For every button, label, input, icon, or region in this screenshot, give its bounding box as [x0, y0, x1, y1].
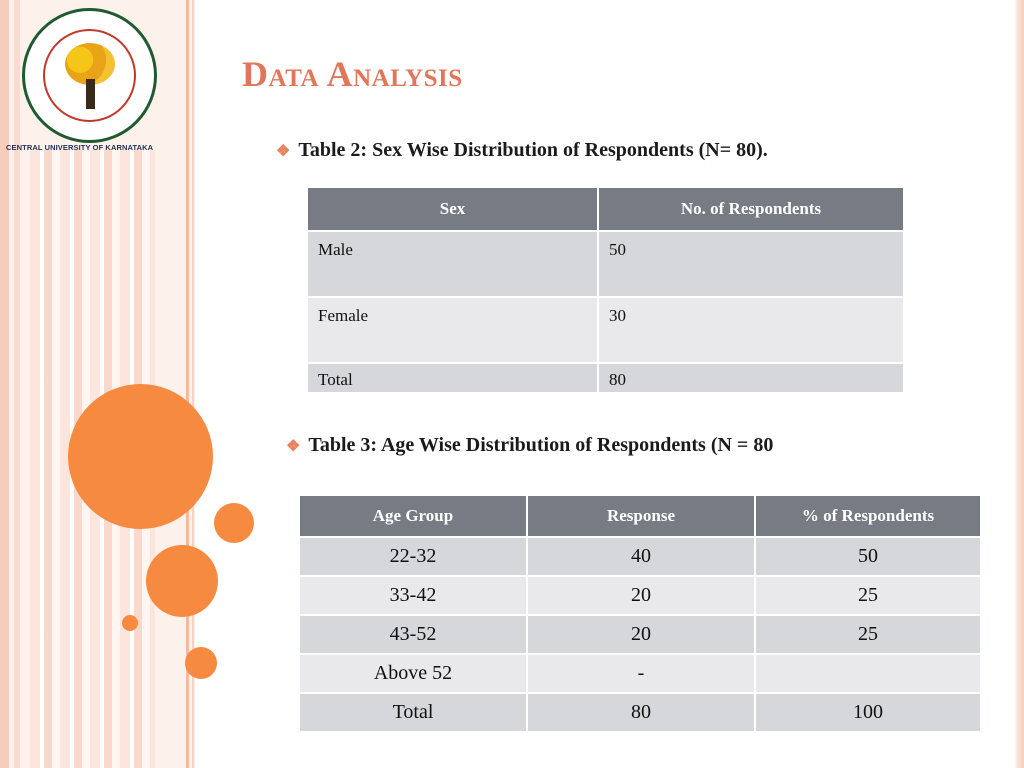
table-cell: 80 [526, 692, 756, 733]
diamond-bullet-icon: ❖ [276, 143, 291, 160]
page-title: Data Analysis [242, 54, 463, 94]
table-cell: Total [298, 692, 528, 733]
table-cell [754, 653, 982, 694]
table2-caption: Table 2: Sex Wise Distribution of Respon… [298, 139, 768, 161]
right-decorative-edge [1014, 0, 1024, 768]
diamond-bullet-icon: ❖ [286, 438, 301, 455]
table-row: Above 52 - [298, 653, 982, 694]
table-cell: 80 [597, 362, 905, 394]
table-header-row: Sex No. of Respondents [306, 186, 905, 232]
table-row: 33-42 20 25 [298, 575, 982, 616]
decorative-circle [68, 384, 213, 529]
table-cell: 100 [754, 692, 982, 733]
table-cell: 50 [754, 536, 982, 577]
table3-caption-row: ❖ Table 3: Age Wise Distribution of Respo… [286, 434, 773, 457]
table-row: 22-32 40 50 [298, 536, 982, 577]
decorative-circle [214, 503, 254, 543]
table-cell: 20 [526, 614, 756, 655]
logo-emblem [43, 29, 136, 122]
age-distribution-table: Age Group Response % of Respondents 22-3… [298, 494, 982, 733]
table-header-row: Age Group Response % of Respondents [298, 494, 982, 538]
table-cell: 25 [754, 614, 982, 655]
tree-icon [65, 43, 115, 85]
logo-caption: CENTRAL UNIVERSITY OF KARNATAKA [6, 143, 154, 152]
decorative-circle [146, 545, 218, 617]
table-cell: 22-32 [298, 536, 528, 577]
sex-distribution-table: Sex No. of Respondents Male 50 Female 30… [306, 186, 905, 394]
column-header: Sex [306, 186, 599, 232]
decorative-circle [185, 647, 217, 679]
table2-caption-row: ❖ Table 2: Sex Wise Distribution of Respo… [276, 139, 768, 162]
table3-caption: Table 3: Age Wise Distribution of Respon… [308, 434, 774, 456]
table-cell: 43-52 [298, 614, 528, 655]
table-row: Total 80 [306, 362, 905, 394]
table-cell: 33-42 [298, 575, 528, 616]
table-cell: 30 [597, 296, 905, 364]
table-cell: Total [306, 362, 599, 394]
university-logo [22, 8, 157, 143]
column-header: Response [526, 494, 756, 538]
table-cell: 25 [754, 575, 982, 616]
table-cell: - [526, 653, 756, 694]
column-header: No. of Respondents [597, 186, 905, 232]
table-row: 43-52 20 25 [298, 614, 982, 655]
decorative-circle [122, 615, 138, 631]
table-cell: Above 52 [298, 653, 528, 694]
table-cell: Male [306, 230, 599, 298]
table-cell: 40 [526, 536, 756, 577]
table-cell: 50 [597, 230, 905, 298]
table-cell: Female [306, 296, 599, 364]
table-row: Female 30 [306, 296, 905, 364]
column-header: % of Respondents [754, 494, 982, 538]
column-header: Age Group [298, 494, 528, 538]
table-row: Male 50 [306, 230, 905, 298]
table-cell: 20 [526, 575, 756, 616]
table-row: Total 80 100 [298, 692, 982, 733]
